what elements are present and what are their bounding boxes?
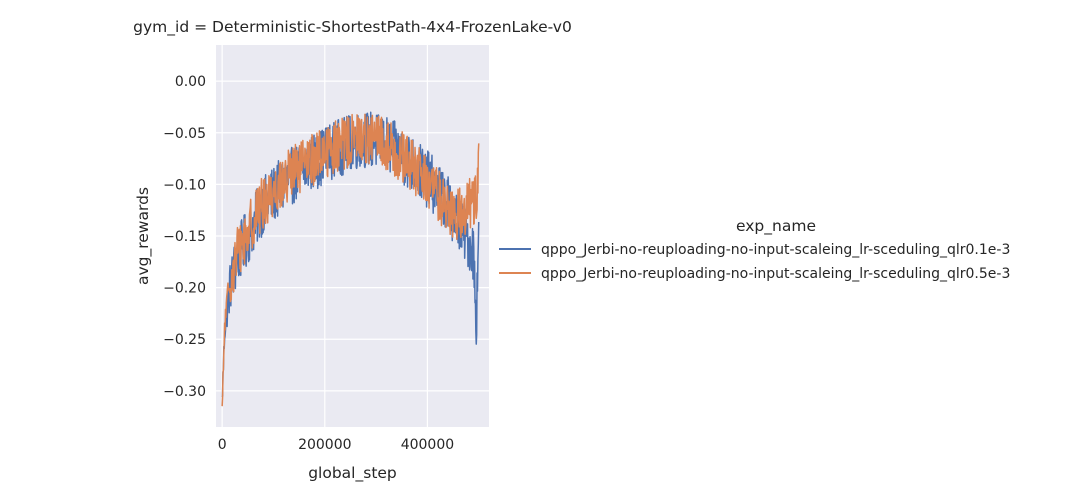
x-tick-label: 400000	[401, 437, 454, 453]
x-axis-label: global_step	[308, 464, 397, 483]
chart-title: gym_id = Deterministic-ShortestPath-4x4-…	[133, 18, 572, 37]
y-tick-label: −0.20	[163, 281, 206, 297]
y-tick-label: −0.30	[163, 384, 206, 400]
series-layer	[221, 111, 480, 407]
x-tick-label: 0	[218, 437, 227, 453]
y-tick-label: −0.10	[163, 177, 206, 193]
y-tick-label: 0.00	[175, 74, 206, 90]
grid-lines	[216, 45, 489, 427]
legend-label-qlr0.1e-3: qppo_Jerbi-no-reuploading-no-input-scale…	[541, 242, 1010, 258]
legend-title: exp_name	[736, 217, 816, 236]
x-axis-ticks: 0 200000 400000	[218, 437, 454, 453]
series-line-qlr0.5e-3	[221, 113, 480, 407]
y-tick-label: −0.05	[163, 126, 206, 142]
y-tick-label: −0.25	[163, 332, 206, 348]
legend-label-qlr0.5e-3: qppo_Jerbi-no-reuploading-no-input-scale…	[541, 266, 1010, 282]
y-tick-label: −0.15	[163, 229, 206, 245]
x-tick-label: 200000	[298, 437, 351, 453]
legend: exp_name qppo_Jerbi-no-reuploading-no-in…	[499, 217, 1010, 282]
y-axis-ticks: 0.00 −0.05 −0.10 −0.15 −0.20 −0.25 −0.30	[163, 74, 206, 400]
y-axis-label: avg_rewards	[134, 187, 153, 285]
